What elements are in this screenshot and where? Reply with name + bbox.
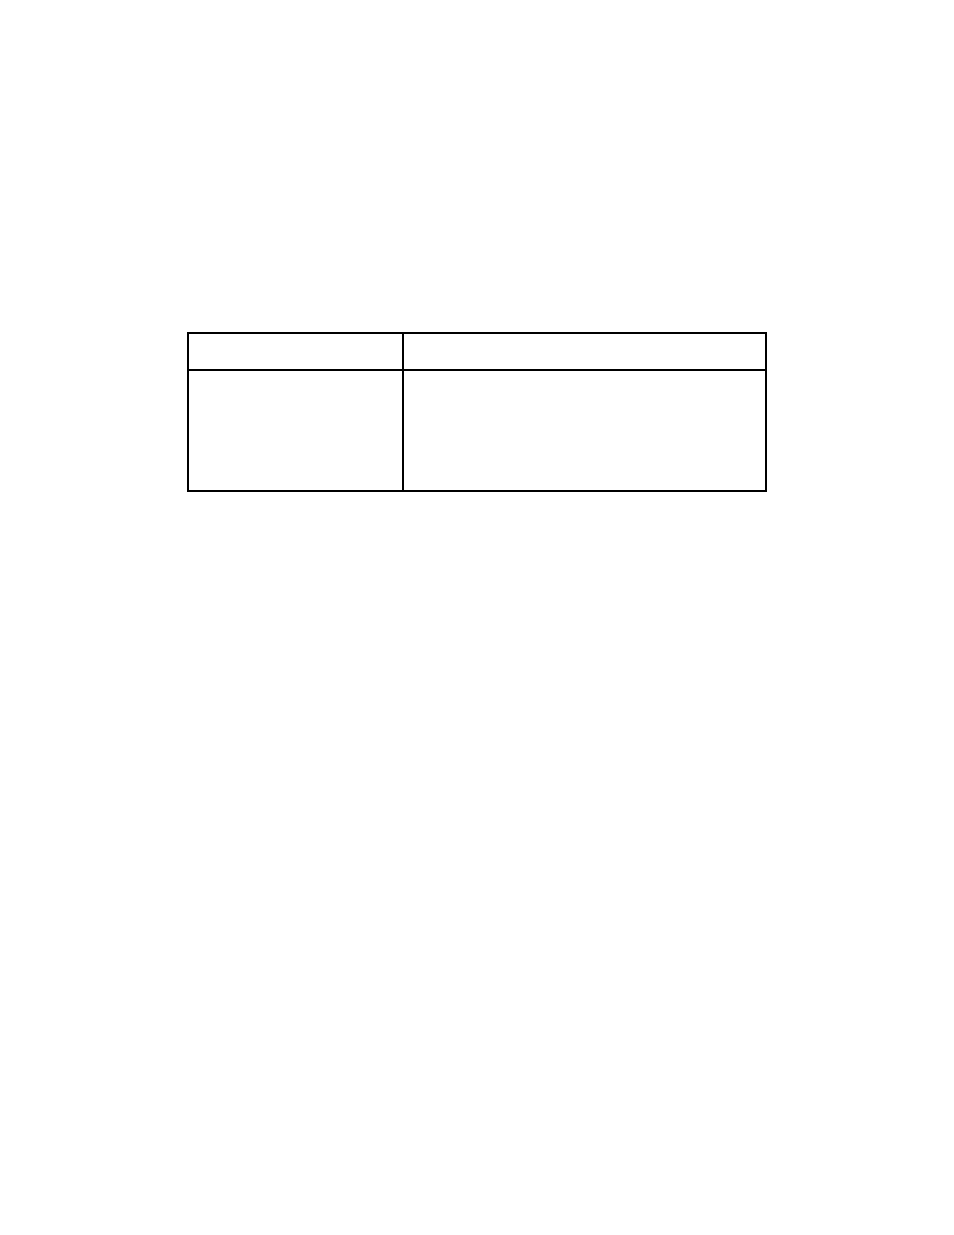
- table-header-cell-0: [189, 334, 403, 370]
- table-header-row: [189, 334, 765, 370]
- table-cell-0-1: [403, 370, 765, 490]
- table-row: [189, 370, 765, 490]
- table-header-cell-1: [403, 334, 765, 370]
- table-cell-0-0: [189, 370, 403, 490]
- data-table: [187, 332, 767, 492]
